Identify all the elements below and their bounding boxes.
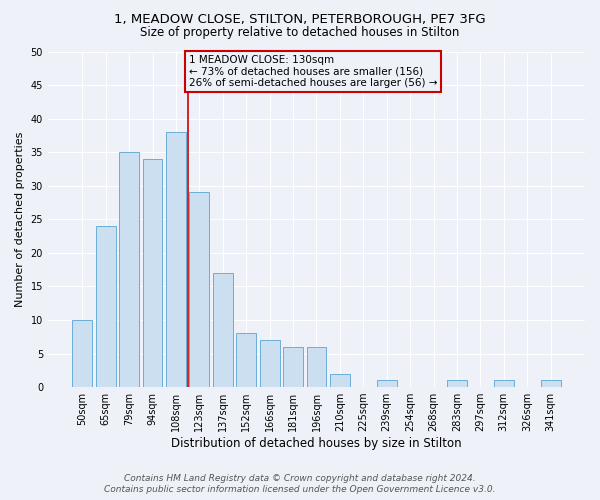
Bar: [143, 159, 163, 387]
Bar: [119, 152, 139, 387]
X-axis label: Distribution of detached houses by size in Stilton: Distribution of detached houses by size …: [171, 437, 462, 450]
Bar: [73, 320, 92, 387]
Text: Size of property relative to detached houses in Stilton: Size of property relative to detached ho…: [140, 26, 460, 39]
Bar: [236, 334, 256, 387]
Bar: [494, 380, 514, 387]
Bar: [96, 226, 116, 387]
Text: 1 MEADOW CLOSE: 130sqm
← 73% of detached houses are smaller (156)
26% of semi-de: 1 MEADOW CLOSE: 130sqm ← 73% of detached…: [189, 55, 437, 88]
Bar: [377, 380, 397, 387]
Bar: [260, 340, 280, 387]
Bar: [190, 192, 209, 387]
Bar: [283, 347, 303, 387]
Text: Contains HM Land Registry data © Crown copyright and database right 2024.
Contai: Contains HM Land Registry data © Crown c…: [104, 474, 496, 494]
Bar: [541, 380, 560, 387]
Bar: [166, 132, 186, 387]
Bar: [447, 380, 467, 387]
Y-axis label: Number of detached properties: Number of detached properties: [15, 132, 25, 307]
Bar: [330, 374, 350, 387]
Bar: [213, 273, 233, 387]
Text: 1, MEADOW CLOSE, STILTON, PETERBOROUGH, PE7 3FG: 1, MEADOW CLOSE, STILTON, PETERBOROUGH, …: [114, 12, 486, 26]
Bar: [307, 347, 326, 387]
